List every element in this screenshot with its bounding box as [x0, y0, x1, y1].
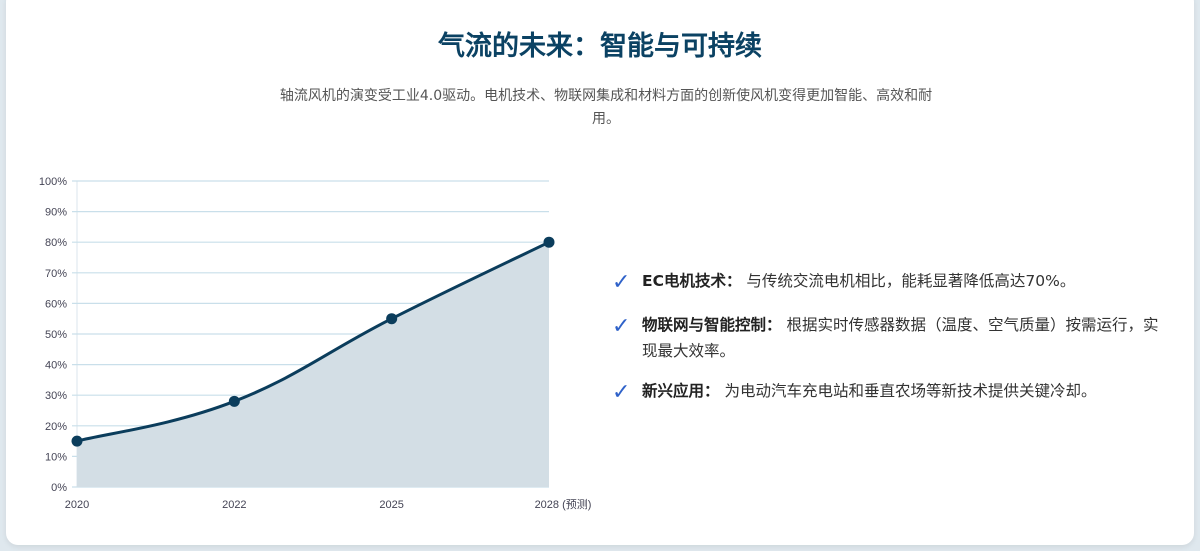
y-tick-label: 90%	[45, 207, 67, 219]
feature-item: ✓ 物联网与智能控制： 根据实时传感器数据（温度、空气质量）按需运行，实现最大效…	[612, 312, 1172, 364]
feature-label: 物联网与智能控制：	[642, 316, 782, 334]
feature-label: EC电机技术：	[642, 272, 742, 290]
feature-text: 为电动汽车充电站和垂直农场等新技术提供关键冷却。	[724, 382, 1097, 400]
check-icon: ✓	[612, 270, 631, 295]
y-tick-label: 0%	[51, 482, 67, 494]
y-tick-label: 100%	[39, 176, 67, 188]
y-tick-label: 20%	[45, 421, 67, 433]
x-tick-label: 2020	[65, 499, 89, 511]
page-title: 气流的未来：智能与可持续	[438, 31, 762, 62]
feature-list: ✓ EC电机技术： 与传统交流电机相比，能耗显著降低高达70%。 ✓ 物联网与智…	[612, 268, 1172, 422]
y-tick-label: 50%	[45, 329, 67, 341]
subtitle: 轴流风机的演变受工业4.0驱动。电机技术、物联网集成和材料方面的创新使风机变得更…	[279, 88, 933, 127]
x-tick-label: 2025	[379, 499, 403, 511]
series-line	[76, 240, 550, 443]
feature-item: ✓ EC电机技术： 与传统交流电机相比，能耗显著降低高达70%。	[612, 268, 1172, 298]
feature-text: 根据实时传感器数据（温度、空气质量）按需运行，实现最大效率。	[642, 316, 1159, 360]
y-tick-label: 80%	[45, 237, 67, 249]
y-tick-label: 10%	[45, 451, 67, 463]
y-tick-label: 40%	[45, 360, 67, 372]
feature-label: 新兴应用：	[642, 382, 720, 400]
area-fill	[77, 242, 549, 487]
check-icon: ✓	[612, 380, 631, 405]
y-tick-label: 60%	[45, 298, 67, 310]
line-chart: 0% 10% 20% 30% 40% 50% 60% 70% 80% 90% 100% 2020 202…	[39, 176, 592, 511]
data-point	[543, 236, 555, 248]
feature-text: 与传统交流电机相比，能耗显著降低高达70%。	[746, 272, 1076, 290]
check-icon: ✓	[612, 314, 631, 339]
data-point	[228, 395, 240, 407]
y-tick-label: 70%	[45, 268, 67, 280]
y-tick-label: 30%	[45, 390, 67, 402]
x-tick-label: 2022	[222, 499, 246, 511]
data-point	[71, 435, 83, 447]
feature-item: ✓ 新兴应用： 为电动汽车充电站和垂直农场等新技术提供关键冷却。	[612, 378, 1172, 408]
data-point	[386, 313, 398, 325]
x-tick-label: 2028 (预测)	[535, 498, 592, 511]
